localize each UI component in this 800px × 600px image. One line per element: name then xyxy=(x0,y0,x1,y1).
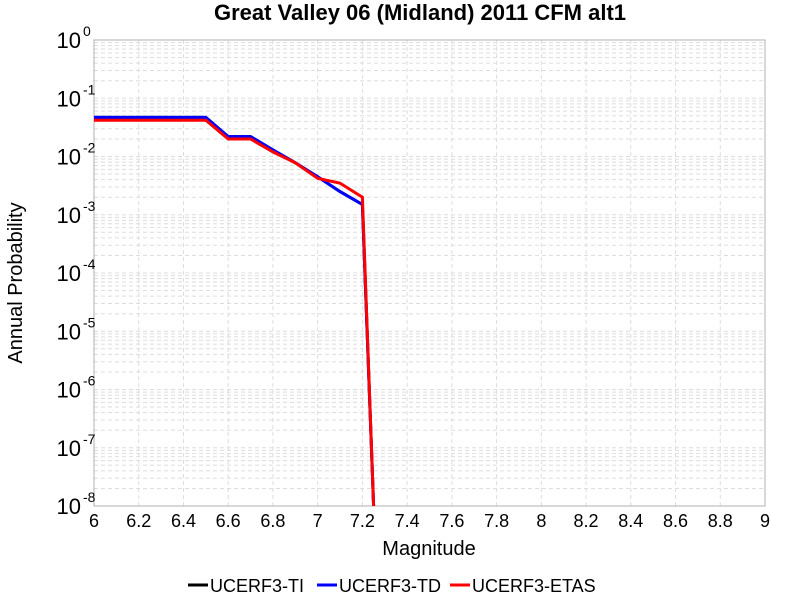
x-tick-label: 8.2 xyxy=(574,511,599,531)
y-tick-exponent: -4 xyxy=(83,256,96,272)
x-tick-label: 7.4 xyxy=(395,511,420,531)
y-tick-label: 10 -3 xyxy=(57,198,96,228)
y-tick-label: 10 -6 xyxy=(57,373,96,403)
x-tick-label: 6.2 xyxy=(126,511,151,531)
y-tick-label: 10 -4 xyxy=(57,256,96,286)
grid xyxy=(93,40,766,507)
series-line-ucerf3-td xyxy=(94,115,376,507)
x-tick-label: 6.6 xyxy=(216,511,241,531)
x-tick-label: 8 xyxy=(536,511,546,531)
x-tick-label: 7.8 xyxy=(484,511,509,531)
y-tick-label: 10 0 xyxy=(57,23,91,53)
y-tick-exponent: -1 xyxy=(83,81,96,97)
series-layer xyxy=(94,115,376,507)
legend-item: UCERF3-ETAS xyxy=(450,576,596,596)
x-tick-label: 8.6 xyxy=(663,511,688,531)
y-tick-label: 10 -5 xyxy=(57,314,96,344)
y-tick-base: 10 xyxy=(57,28,81,53)
legend-label: UCERF3-TD xyxy=(339,576,441,596)
x-tick-label: 7.2 xyxy=(350,511,375,531)
legend: UCERF3-TI UCERF3-TD UCERF3-ETAS xyxy=(188,576,596,596)
y-tick-base: 10 xyxy=(57,378,81,403)
x-axis-ticks: 6 6.2 6.4 6.6 6.8 7 7.2 7.4 7.6 7.8 8 8.2 8.4 8.6 8.8 9 xyxy=(89,511,770,531)
y-tick-label: 10 -8 xyxy=(57,489,96,519)
legend-label: UCERF3-ETAS xyxy=(472,576,596,596)
y-tick-exponent: -7 xyxy=(83,431,96,447)
y-tick-label: 10 -1 xyxy=(57,81,96,111)
legend-item: UCERF3-TD xyxy=(317,576,441,596)
x-tick-label: 8.4 xyxy=(618,511,643,531)
y-tick-base: 10 xyxy=(57,319,81,344)
y-tick-label: 10 -2 xyxy=(57,140,96,170)
y-tick-base: 10 xyxy=(57,494,81,519)
y-tick-base: 10 xyxy=(57,203,81,228)
x-tick-label: 7 xyxy=(313,511,323,531)
y-tick-base: 10 xyxy=(57,436,81,461)
plot-frame xyxy=(93,39,766,507)
y-tick-exponent: -6 xyxy=(83,373,96,389)
y-tick-exponent: -2 xyxy=(83,140,96,156)
chart-title: Great Valley 06 (Midland) 2011 CFM alt1 xyxy=(214,0,626,25)
y-tick-exponent: 0 xyxy=(83,23,91,39)
legend-label: UCERF3-TI xyxy=(210,576,304,596)
series-line-ucerf3-etas xyxy=(94,118,376,507)
y-axis-label: Annual Probability xyxy=(5,202,27,363)
x-tick-label: 7.6 xyxy=(439,511,464,531)
y-tick-exponent: -5 xyxy=(83,314,96,330)
y-tick-base: 10 xyxy=(57,86,81,111)
x-axis-label: Magnitude xyxy=(382,538,475,560)
y-tick-exponent: -3 xyxy=(83,198,96,214)
x-tick-label: 6 xyxy=(89,511,99,531)
y-tick-base: 10 xyxy=(57,145,81,170)
legend-item: UCERF3-TI xyxy=(188,576,304,596)
y-tick-base: 10 xyxy=(57,261,81,286)
x-tick-label: 6.8 xyxy=(260,511,285,531)
y-tick-label: 10 -7 xyxy=(57,431,96,461)
x-tick-label: 9 xyxy=(760,511,770,531)
x-tick-label: 8.8 xyxy=(708,511,733,531)
y-tick-exponent: -8 xyxy=(83,489,96,505)
series-line-ucerf3-ti xyxy=(94,115,376,507)
x-tick-label: 6.4 xyxy=(171,511,196,531)
